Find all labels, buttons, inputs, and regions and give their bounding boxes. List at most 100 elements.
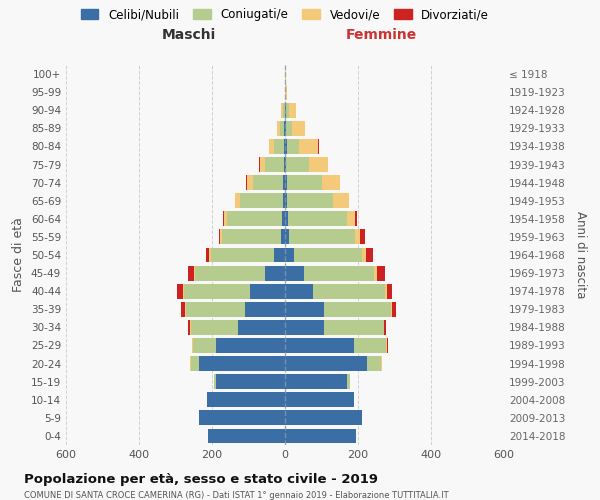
Bar [206, 392, 285, 407]
Text: Popolazione per età, sesso e stato civile - 2019: Popolazione per età, sesso e stato civil… [24, 472, 378, 486]
Bar [283, 103, 285, 118]
Bar [292, 121, 305, 136]
Bar [285, 175, 287, 190]
Bar [347, 374, 350, 389]
Bar [188, 320, 190, 335]
Text: Maschi: Maschi [161, 28, 216, 42]
Bar [208, 428, 285, 444]
Bar [285, 338, 355, 353]
Bar [281, 230, 285, 244]
Bar [309, 157, 328, 172]
Bar [333, 194, 349, 208]
Bar [304, 266, 374, 280]
Bar [193, 338, 215, 353]
Bar [355, 338, 386, 353]
Bar [224, 212, 227, 226]
Bar [178, 284, 183, 298]
Bar [199, 356, 285, 371]
Bar [288, 212, 347, 226]
Bar [192, 338, 193, 353]
Bar [199, 410, 285, 426]
Bar [280, 121, 284, 136]
Bar [285, 302, 325, 316]
Bar [289, 103, 296, 118]
Bar [285, 392, 355, 407]
Bar [195, 266, 265, 280]
Bar [274, 139, 284, 154]
Bar [285, 374, 347, 389]
Bar [246, 175, 247, 190]
Bar [181, 302, 185, 316]
Bar [214, 374, 215, 389]
Bar [287, 139, 299, 154]
Bar [260, 157, 265, 172]
Bar [286, 103, 289, 118]
Bar [191, 356, 199, 371]
Bar [313, 284, 385, 298]
Bar [285, 121, 286, 136]
Bar [286, 157, 309, 172]
Bar [206, 248, 209, 262]
Bar [277, 121, 280, 136]
Bar [191, 320, 238, 335]
Bar [284, 157, 285, 172]
Bar [191, 338, 192, 353]
Bar [186, 302, 245, 316]
Bar [392, 302, 395, 316]
Bar [283, 194, 285, 208]
Bar [218, 230, 220, 244]
Bar [362, 248, 366, 262]
Bar [287, 194, 333, 208]
Bar [285, 410, 362, 426]
Bar [287, 175, 322, 190]
Bar [285, 84, 287, 100]
Bar [220, 230, 222, 244]
Text: COMUNE DI SANTA CROCE CAMERINA (RG) - Dati ISTAT 1° gennaio 2019 - Elaborazione : COMUNE DI SANTA CROCE CAMERINA (RG) - Da… [24, 491, 449, 500]
Bar [240, 194, 283, 208]
Bar [374, 266, 377, 280]
Text: Femmine: Femmine [346, 28, 417, 42]
Bar [347, 212, 355, 226]
Bar [215, 338, 285, 353]
Bar [285, 66, 286, 82]
Bar [265, 266, 285, 280]
Bar [247, 175, 253, 190]
Bar [284, 121, 285, 136]
Legend: Celibi/Nubili, Coniugati/e, Vedovi/e, Divorziati/e: Celibi/Nubili, Coniugati/e, Vedovi/e, Di… [81, 8, 489, 21]
Bar [183, 284, 184, 298]
Bar [250, 284, 285, 298]
Bar [238, 320, 285, 335]
Bar [265, 157, 284, 172]
Bar [223, 212, 224, 226]
Bar [235, 194, 240, 208]
Bar [285, 320, 325, 335]
Bar [285, 139, 287, 154]
Bar [318, 139, 319, 154]
Bar [184, 284, 250, 298]
Bar [285, 157, 286, 172]
Bar [391, 302, 392, 316]
Bar [377, 266, 385, 280]
Bar [385, 284, 387, 298]
Bar [211, 248, 274, 262]
Bar [383, 320, 384, 335]
Bar [285, 194, 287, 208]
Bar [185, 302, 186, 316]
Bar [387, 284, 392, 298]
Bar [215, 374, 285, 389]
Bar [285, 356, 367, 371]
Bar [209, 248, 211, 262]
Bar [245, 302, 285, 316]
Bar [294, 248, 362, 262]
Bar [281, 103, 283, 118]
Bar [325, 302, 391, 316]
Bar [188, 266, 194, 280]
Bar [285, 212, 288, 226]
Bar [285, 248, 294, 262]
Y-axis label: Fasce di età: Fasce di età [13, 218, 25, 292]
Bar [284, 139, 285, 154]
Bar [299, 139, 318, 154]
Bar [285, 103, 286, 118]
Bar [194, 266, 195, 280]
Bar [283, 175, 285, 190]
